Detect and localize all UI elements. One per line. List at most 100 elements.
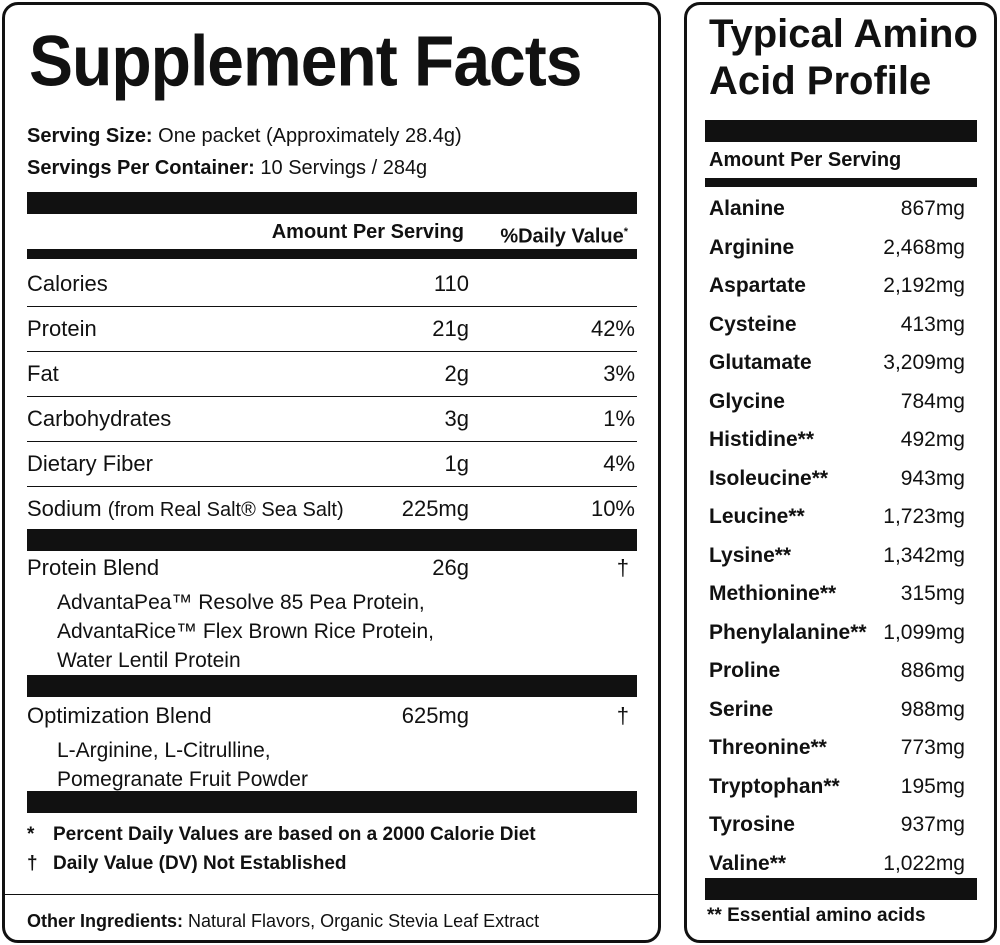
amino-acid-profile-panel: Typical Amino Acid Profile Amount Per Se… (684, 2, 997, 943)
amino-acid-name: Glycine (709, 389, 785, 413)
amino-acid-row: Phenylalanine** 1,099mg (709, 614, 965, 652)
footnote-text: Daily Value (DV) Not Established (53, 853, 347, 874)
optimization-blend-ingredients: L-Arginine, L-Citrulline, Pomegranate Fr… (57, 736, 308, 794)
blend-ingredient: AdvantaPea™ Resolve 85 Pea Protein, (57, 591, 425, 614)
blend-ingredient: Pomegranate Fruit Powder (57, 768, 308, 791)
serving-size-value: One packet (Approximately 28.4g) (158, 125, 462, 147)
footnote-daily-values: * Percent Daily Values are based on a 200… (27, 822, 536, 848)
nutrient-name: Carbohydrates (27, 406, 172, 431)
amino-acid-amount: 773mg (900, 736, 965, 759)
amino-acid-row: Cysteine 413mg (709, 306, 965, 344)
blend-divider-bar (27, 529, 637, 551)
amino-acid-amount: 1,099mg (883, 620, 965, 644)
servings-per-container: Servings Per Container: 10 Servings / 28… (27, 155, 427, 181)
other-ingredients-divider (5, 894, 658, 895)
amino-acid-amount: 2,192mg (883, 274, 965, 297)
amino-acid-row: Alanine 867mg (709, 190, 965, 228)
optimization-blend-amount: 625mg (401, 703, 469, 728)
footnote-dv-not-established: † Daily Value (DV) Not Established (27, 851, 347, 877)
amino-acid-amount: 1,342mg (883, 543, 965, 567)
nutrient-row-dietary-fiber: Dietary Fiber 1g 4% (27, 442, 637, 487)
amino-acid-name: Alanine (709, 197, 785, 220)
amino-acid-name: Cysteine (709, 312, 797, 336)
amino-footer-bar (705, 878, 977, 900)
protein-blend-amount: 26g (432, 555, 469, 580)
nutrient-dv: 3% (603, 361, 635, 386)
nutrient-row-carbohydrates: Carbohydrates 3g 1% (27, 397, 637, 442)
amino-acid-row: Histidine** 492mg (709, 421, 965, 459)
amino-acid-name: Serine (709, 697, 774, 721)
footnote-text: Percent Daily Values are based on a 2000… (53, 824, 536, 845)
amino-acid-name: Isoleucine** (709, 466, 829, 490)
daily-value-header-text: %Daily Value (500, 225, 624, 248)
supplement-facts-panel: Supplement Facts Serving Size: One packe… (2, 2, 661, 943)
blend-ingredient: L-Arginine, L-Citrulline, (57, 739, 271, 762)
serving-size-label: Serving Size: (27, 125, 153, 147)
amino-acid-name: Methionine** (709, 582, 837, 605)
amino-acid-name: Glutamate (709, 351, 812, 374)
nutrient-row-calories: Calories 110 (27, 262, 637, 307)
nutrient-amount: 3g (444, 406, 469, 431)
nutrient-row-sodium: Sodium (from Real Salt® Sea Salt) 225mg … (27, 487, 637, 532)
nutrient-amount: 21g (432, 316, 469, 341)
nutrient-dv: 10% (590, 496, 635, 521)
nutrient-name: Calories (27, 271, 108, 296)
amino-acid-row: Tyrosine 937mg (709, 806, 965, 844)
protein-blend-ingredients: AdvantaPea™ Resolve 85 Pea Protein, Adva… (57, 588, 434, 675)
amino-acid-amount: 784mg (900, 389, 965, 413)
nutrient-name: Dietary Fiber (27, 451, 153, 476)
nutrient-row-protein: Protein 21g 42% (27, 307, 637, 352)
header-bar (27, 192, 637, 214)
amino-footnote: ** Essential amino acids (707, 905, 926, 926)
amino-acid-name: Arginine (709, 235, 795, 259)
nutrient-amount: 2g (444, 361, 469, 386)
optimization-blend-dv: † (616, 703, 629, 728)
blend-ingredient: Water Lentil Protein (57, 649, 241, 672)
nutrient-dv: 42% (590, 316, 635, 341)
supplement-facts-title: Supplement Facts (29, 20, 582, 101)
protein-blend-name: Protein Blend (27, 555, 160, 580)
blend-ingredient: AdvantaRice™ Flex Brown Rice Protein, (57, 620, 434, 643)
amino-acid-name: Aspartate (709, 274, 806, 297)
other-ingredients-label: Other Ingredients: (27, 911, 184, 931)
amino-acid-row: Aspartate 2,192mg (709, 267, 965, 305)
amino-acid-row: Glycine 784mg (709, 383, 965, 421)
amino-acid-row: Serine 988mg (709, 691, 965, 729)
serving-size: Serving Size: One packet (Approximately … (27, 123, 462, 149)
amino-acid-name: Lysine** (709, 543, 792, 567)
amino-acid-amount: 988mg (900, 697, 965, 721)
sodium-source: (from Real Salt® Sea Salt) (107, 499, 344, 521)
amino-acid-row: Arginine 2,468mg (709, 229, 965, 267)
amino-acid-row: Proline 886mg (709, 652, 965, 690)
amino-acid-row: Glutamate 3,209mg (709, 344, 965, 382)
amino-acid-name: Histidine** (709, 428, 815, 451)
nutrient-row-fat: Fat 2g 3% (27, 352, 637, 397)
amount-per-serving-header: Amount Per Serving (271, 221, 464, 243)
amino-acid-amount: 413mg (900, 312, 965, 336)
footnote-mark: † (27, 853, 38, 874)
amino-acid-row: Leucine** 1,723mg (709, 498, 965, 536)
amino-acid-name: Tryptophan** (709, 774, 840, 798)
amino-acid-amount: 1,723mg (883, 505, 965, 528)
nutrient-amount: 225mg (401, 496, 469, 521)
nutrient-amount: 110 (433, 271, 469, 296)
amino-acid-name: Threonine** (709, 736, 827, 759)
amino-acid-row: Threonine** 773mg (709, 729, 965, 767)
amino-acid-amount: 943mg (900, 466, 965, 490)
optimization-blend-name: Optimization Blend (27, 703, 212, 728)
amino-acid-row: Lysine** 1,342mg (709, 537, 965, 575)
nutrient-dv: 4% (603, 451, 635, 476)
amino-acid-amount: 1,022mg (883, 851, 965, 875)
header-rule (27, 249, 637, 259)
footnote-divider-bar (27, 791, 637, 813)
amino-acid-amount: 492mg (900, 428, 965, 451)
amino-amount-header: Amount Per Serving (709, 149, 902, 171)
sodium-name: Sodium (27, 496, 102, 521)
amino-acid-amount: 315mg (900, 582, 965, 605)
amino-acid-name: Phenylalanine** (709, 620, 867, 644)
protein-blend-dv: † (616, 555, 629, 580)
servings-per-container-value: 10 Servings / 284g (260, 157, 428, 179)
amino-acid-name: Valine** (709, 851, 787, 875)
amino-acid-amount: 3,209mg (883, 351, 965, 374)
nutrient-name: Sodium (from Real Salt® Sea Salt) (27, 495, 344, 524)
